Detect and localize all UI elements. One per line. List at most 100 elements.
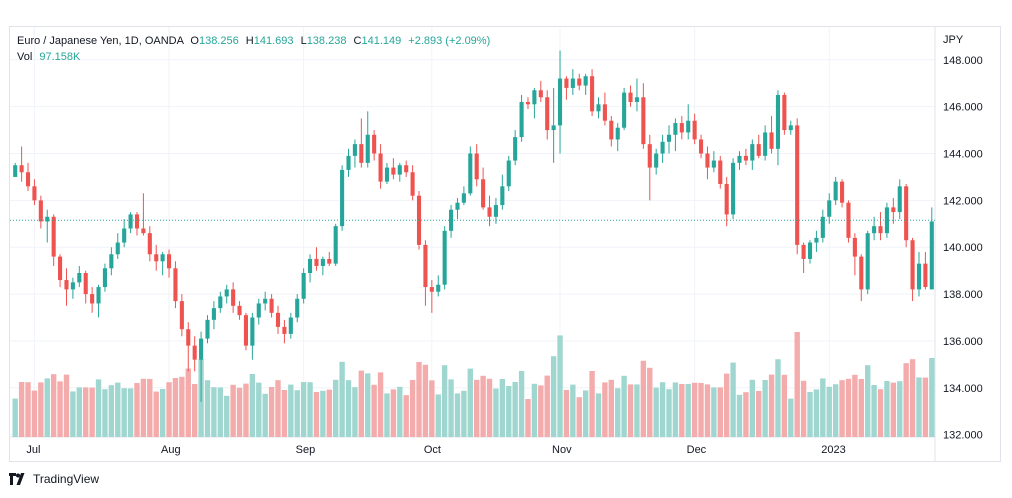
volume-bar [256,382,262,437]
volume-bar [704,384,711,437]
volume-bar [563,390,570,437]
candle-body [51,216,56,257]
volume-bar [397,386,403,437]
candle-body [891,207,896,213]
candle-body [686,120,691,133]
volume-bar [76,387,82,437]
x-tick-label: Nov [552,444,572,456]
volume-bar [813,389,820,437]
volume-bar [345,380,352,437]
candle-body [519,101,524,138]
candle-body [647,144,652,168]
candle-body [211,308,216,320]
volume-bar [929,358,935,437]
volume-label: Vol [17,51,33,63]
candle-body [923,263,928,288]
volume-bar [480,375,486,437]
candle-body [333,226,338,264]
candle-body [218,296,223,309]
candle-body [384,167,390,182]
volume-bar [147,379,153,437]
candle-body [513,137,518,161]
volume-bar [108,385,115,437]
volume-bar [89,387,95,437]
candle-body [852,237,857,257]
volume-bar [243,383,249,437]
volume-bar [300,382,307,437]
candle-body [32,186,37,201]
volume-bar [672,382,679,437]
volume-bar [486,378,493,437]
volume-bar [884,381,890,437]
candle-body [70,282,75,290]
x-tick-label: Sep [296,444,316,456]
volume-bar [83,387,89,437]
volume-bar [743,392,749,437]
candle-body [461,193,466,203]
candle-body [769,132,774,149]
candle-body [622,92,627,128]
candle-body [500,186,505,206]
candle-body [38,200,43,222]
open-label: O [190,35,199,47]
candle-body [872,226,877,234]
candle-body [64,280,69,290]
volume-bar [666,389,672,437]
candle-body [763,132,768,156]
volume-bar [435,394,441,437]
volume-bar [570,384,576,437]
candle-body [698,139,704,154]
candle-body [19,165,24,173]
volume-bar [416,362,422,437]
candle-body [160,254,165,262]
y-tick-label: 140.000 [943,242,983,254]
volume-value: 97.158K [39,51,81,63]
volume-bar [781,374,788,437]
candle-body [166,254,172,269]
candle-body [102,268,107,288]
volume-bar [916,377,922,437]
volume-bar [339,361,345,437]
candle-body [557,78,563,126]
candle-body [641,97,646,145]
candle-body [423,244,428,288]
candle-body [90,294,95,304]
volume-bar [518,371,525,437]
candle-body [590,76,595,112]
y-tick-label: 146.000 [943,102,983,114]
candle-body [782,94,787,131]
volume-bar [794,332,800,437]
candle-body [711,160,716,168]
volume-bar [179,376,185,437]
candle-body [25,172,31,187]
candle-body [833,181,838,201]
volume-bar [403,395,409,437]
candle-body [173,268,178,302]
volume-bar [627,384,634,437]
candlestick-chart[interactable]: 132.000 134.000 136.000 138.000 140.000 142.0… [10,27,1000,461]
volume-bar [159,389,166,437]
candle-body [551,125,556,131]
volume-bar [897,381,903,437]
candle-body [436,284,441,292]
candle-body [718,160,723,184]
candle-body [910,240,915,290]
tradingview-branding[interactable]: TradingView [9,472,99,486]
candle-body [134,214,140,229]
volume-bar [153,391,159,437]
volume-bar [711,387,717,437]
volume-bar [576,397,582,437]
candle-body [231,289,236,306]
close-label: C [353,35,362,47]
candle-body [865,233,870,290]
candle-body [295,298,300,318]
volume-bar [749,379,756,437]
volume-bar [18,382,25,437]
candle-body [282,326,287,334]
candle-body [397,165,402,175]
volume-bar [762,380,768,437]
volume-bar [236,387,243,437]
volume-bar [691,382,698,437]
candle-body [429,287,434,292]
candle-body [404,165,409,173]
